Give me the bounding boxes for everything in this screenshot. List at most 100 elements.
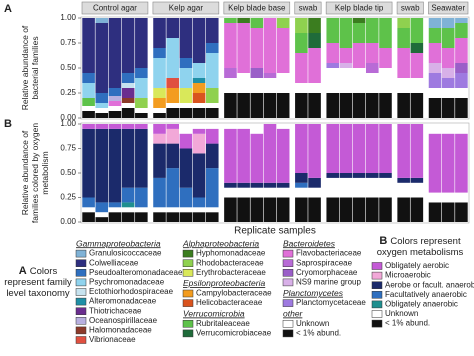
bar-segment (250, 197, 264, 222)
bar-segment (410, 43, 424, 53)
bar-segment (397, 18, 410, 28)
legend-swatch (75, 278, 87, 287)
bar-segment (82, 83, 95, 98)
y-tick-label: 1.00 (60, 13, 76, 22)
legend-label: Pseudoalteromonadaceae (89, 268, 183, 277)
bar-segment (455, 192, 468, 203)
legend-swatch (282, 329, 294, 338)
bar-segment (455, 133, 468, 193)
bar-segment (82, 197, 95, 208)
x-axis-label: Replicate samples (234, 226, 316, 237)
bar-segment (135, 113, 148, 118)
y-tick-label: 0.25 (60, 88, 76, 97)
bar-segment (397, 182, 410, 198)
bar-segment (250, 18, 264, 28)
bar-segment (237, 23, 250, 73)
bar-segment (441, 98, 455, 118)
bar-segment (366, 173, 379, 178)
legend-label: Rhodobacteraceae (196, 258, 264, 267)
group-header-box (152, 1, 220, 15)
bar-segment (410, 18, 424, 43)
legend-caption: B Colors represent oxygen metabolisms (366, 236, 474, 259)
bar-segment (205, 88, 219, 103)
bar-segment (352, 177, 366, 198)
legend-swatch (371, 262, 383, 270)
bar-segment (153, 88, 166, 98)
bar-segment (205, 168, 219, 208)
bar-segment (441, 48, 455, 68)
bar-segment (135, 124, 148, 129)
group-header: Control agar (93, 4, 137, 13)
bar-segment (108, 111, 122, 118)
bar-segment (263, 182, 277, 188)
bar-segment (192, 18, 206, 63)
bar-segment (352, 68, 366, 93)
bar-segment (205, 212, 219, 222)
legend-group-title: Planctomycetes (283, 288, 344, 298)
group-header-box (325, 1, 393, 15)
bar-segment (166, 78, 179, 88)
bar-segment (308, 187, 321, 198)
bar-segment (95, 103, 109, 108)
bar-segment (276, 73, 290, 93)
bar-segment (95, 128, 109, 203)
bar-segment (121, 207, 135, 213)
legend-label: Colwelliaceae (89, 258, 139, 267)
bar-segment (295, 83, 308, 93)
legend-swatch (371, 271, 383, 280)
bar-segment (308, 177, 321, 188)
bar-segment (153, 143, 166, 178)
bar-segment (153, 108, 166, 113)
legend-group-title: other (283, 308, 304, 318)
bar-segment (441, 28, 455, 48)
bar-segment (295, 33, 308, 53)
bar-segment (121, 88, 135, 98)
bar-segment (276, 93, 290, 118)
bar-segment (455, 18, 468, 23)
group-header: Seawater (431, 4, 465, 13)
bar-segment (379, 48, 392, 68)
bar-segment (82, 207, 95, 213)
bar-segment (250, 28, 264, 68)
bar-segment (179, 68, 193, 88)
legend-label: < 1% abund. (385, 319, 430, 328)
bar-segment (224, 93, 237, 118)
bar-segment (326, 43, 340, 63)
bar-segment (153, 207, 166, 213)
bar-segment (205, 18, 219, 43)
bar-segment (295, 173, 308, 183)
bar-segment (108, 128, 122, 203)
bar-segment (428, 133, 442, 193)
bar-segment (95, 202, 109, 213)
bar-segment (366, 63, 379, 73)
bar-segment (82, 128, 95, 198)
bar-segment (108, 18, 122, 88)
bar-segment (250, 187, 264, 198)
y-tick-label: 0.00 (60, 217, 76, 226)
bar-segment (205, 128, 219, 144)
bar-segment (237, 128, 250, 183)
legend-swatch (75, 317, 87, 325)
legend-swatch (75, 297, 87, 306)
bar-segment (410, 182, 424, 198)
legend-swatch (75, 336, 87, 344)
panel-letter: B (4, 118, 12, 130)
legend-swatch (75, 269, 87, 277)
bar-segment (295, 182, 308, 188)
legend-swatch (75, 288, 87, 296)
bar-segment (308, 18, 321, 33)
bar-segment (455, 38, 468, 63)
legend-swatch (371, 281, 383, 289)
bar-segment (352, 23, 366, 43)
legend-caption: A Colors represent family level taxonomy (2, 266, 74, 300)
bar-segment (276, 182, 290, 188)
bar-segment (326, 93, 340, 118)
legend-swatch (371, 310, 383, 318)
bar-segment (192, 128, 206, 134)
bar-segment (441, 202, 455, 222)
bar-segment (263, 197, 277, 222)
bar-segment (135, 98, 148, 108)
bar-segment (441, 192, 455, 203)
legend-caption-text: Colors represent oxygen metabolisms (376, 236, 464, 258)
